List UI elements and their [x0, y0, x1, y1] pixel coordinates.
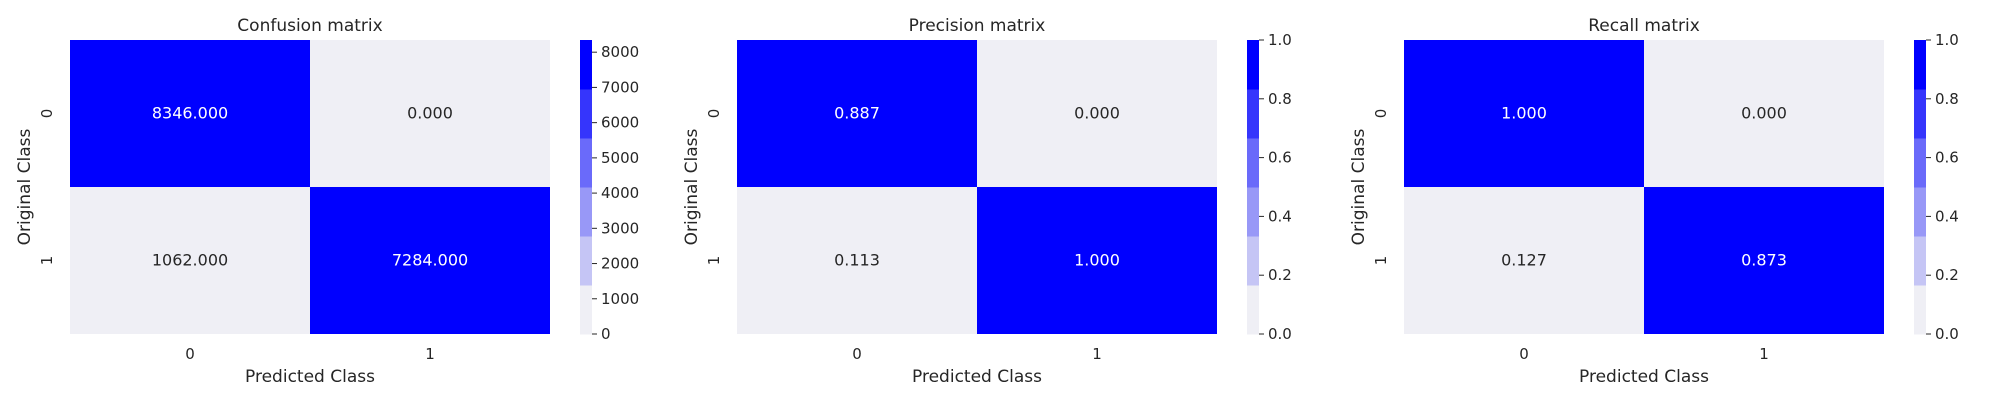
colorbar-tick-label: 0.0: [1268, 325, 1292, 343]
colorbar-segment: [1247, 187, 1259, 237]
cell-value-label: 0.000: [407, 104, 453, 123]
y-tick-label: 0: [1372, 109, 1390, 119]
colorbar-tick-label: 2000: [601, 255, 639, 273]
colorbar-tick-label: 8000: [601, 43, 639, 61]
cell-value-label: 8346.000: [152, 104, 228, 123]
colorbar-tick-label: 0.8: [1935, 90, 1959, 108]
colorbar-segment: [1247, 40, 1259, 90]
x-tick-label: 0: [1519, 345, 1529, 363]
cell-value-label: 0.113: [834, 251, 880, 270]
heatmap-cell: [70, 40, 310, 187]
heatmap-panel-0: 8346.000 0.000 1062.000 7284.000 Confusion m…: [15, 16, 639, 387]
colorbar-tick-label: 0.4: [1268, 207, 1292, 225]
colorbar-segment: [1914, 138, 1926, 188]
heatmap-panel-2: 1.000 0.000 0.127 0.873 Recall matrix 0 1 Predi…: [1349, 16, 1959, 387]
heatmap-cell: [1644, 187, 1884, 334]
chart-title: Precision matrix: [909, 16, 1046, 36]
heatmap-cell: [737, 40, 977, 187]
cell-value-label: 0.873: [1741, 251, 1787, 270]
colorbar-segment: [580, 236, 592, 286]
heatmap-cell: [1644, 40, 1884, 187]
colorbar-tick-label: 1.0: [1935, 31, 1959, 49]
colorbar-tick-label: 5000: [601, 149, 639, 167]
heatmap-panel-1: 0.887 0.000 0.113 1.000 Precision matrix 0 1 Pr…: [682, 16, 1292, 387]
cell-value-label: 1.000: [1501, 104, 1547, 123]
y-tick-label: 1: [705, 256, 723, 266]
colorbar-segment: [1247, 236, 1259, 286]
colorbar-tick-label: 0: [601, 325, 611, 343]
colorbar-segment: [1914, 187, 1926, 237]
colorbar-tick-label: 0.0: [1935, 325, 1959, 343]
cell-value-label: 7284.000: [392, 251, 468, 270]
x-tick-label: 0: [852, 345, 862, 363]
cell-value-label: 0.887: [834, 104, 880, 123]
colorbar-segment: [580, 40, 592, 90]
colorbar-segment: [580, 138, 592, 188]
colorbar-segment: [1247, 89, 1259, 139]
chart-title: Confusion matrix: [237, 16, 382, 36]
colorbar-tick-label: 0.2: [1935, 266, 1959, 284]
x-tick-label: 1: [1092, 345, 1102, 363]
colorbar-segment: [1914, 40, 1926, 90]
y-axis-label: Original Class: [682, 129, 702, 246]
colorbar-tick-label: 3000: [601, 219, 639, 237]
x-axis-label: Predicted Class: [245, 367, 375, 387]
heatmap-cell: [70, 187, 310, 334]
colorbar-tick-label: 1000: [601, 290, 639, 308]
x-tick-label: 0: [185, 345, 195, 363]
y-tick-label: 1: [38, 256, 56, 266]
colorbar-segment: [580, 285, 592, 335]
cell-value-label: 0.127: [1501, 251, 1547, 270]
cell-value-label: 1062.000: [152, 251, 228, 270]
colorbar-tick-label: 0.6: [1268, 149, 1292, 167]
heatmap-cell: [977, 40, 1217, 187]
colorbar-segment: [1914, 236, 1926, 286]
y-tick-label: 1: [1372, 256, 1390, 266]
colorbar-tick-label: 0.4: [1935, 207, 1959, 225]
colorbar-segment: [1914, 285, 1926, 335]
heatmap-cell: [310, 40, 550, 187]
cell-value-label: 0.000: [1741, 104, 1787, 123]
colorbar-tick-label: 1.0: [1268, 31, 1292, 49]
y-tick-label: 0: [38, 109, 56, 119]
y-tick-label: 0: [705, 109, 723, 119]
colorbar-tick-label: 0.2: [1268, 266, 1292, 284]
y-axis-label: Original Class: [1349, 129, 1369, 246]
y-axis-label: Original Class: [15, 129, 35, 246]
cell-value-label: 0.000: [1074, 104, 1120, 123]
x-axis-label: Predicted Class: [1579, 367, 1709, 387]
heatmap-cell: [310, 187, 550, 334]
colorbar-tick-label: 7000: [601, 78, 639, 96]
colorbar-segment: [1914, 89, 1926, 139]
heatmap-cell: [1404, 40, 1644, 187]
heatmap-cell: [737, 187, 977, 334]
colorbar-segment: [580, 187, 592, 237]
x-tick-label: 1: [425, 345, 435, 363]
heatmap-cell: [977, 187, 1217, 334]
x-tick-label: 1: [1759, 345, 1769, 363]
colorbar-tick-label: 0.6: [1935, 149, 1959, 167]
colorbar-tick-label: 4000: [601, 184, 639, 202]
colorbar-segment: [580, 89, 592, 139]
colorbar-tick-label: 0.8: [1268, 90, 1292, 108]
heatmap-cell: [1404, 187, 1644, 334]
colorbar-segment: [1247, 138, 1259, 188]
colorbar-segment: [1247, 285, 1259, 335]
x-axis-label: Predicted Class: [912, 367, 1042, 387]
colorbar-tick-label: 6000: [601, 114, 639, 132]
chart-title: Recall matrix: [1588, 16, 1700, 36]
cell-value-label: 1.000: [1074, 251, 1120, 270]
